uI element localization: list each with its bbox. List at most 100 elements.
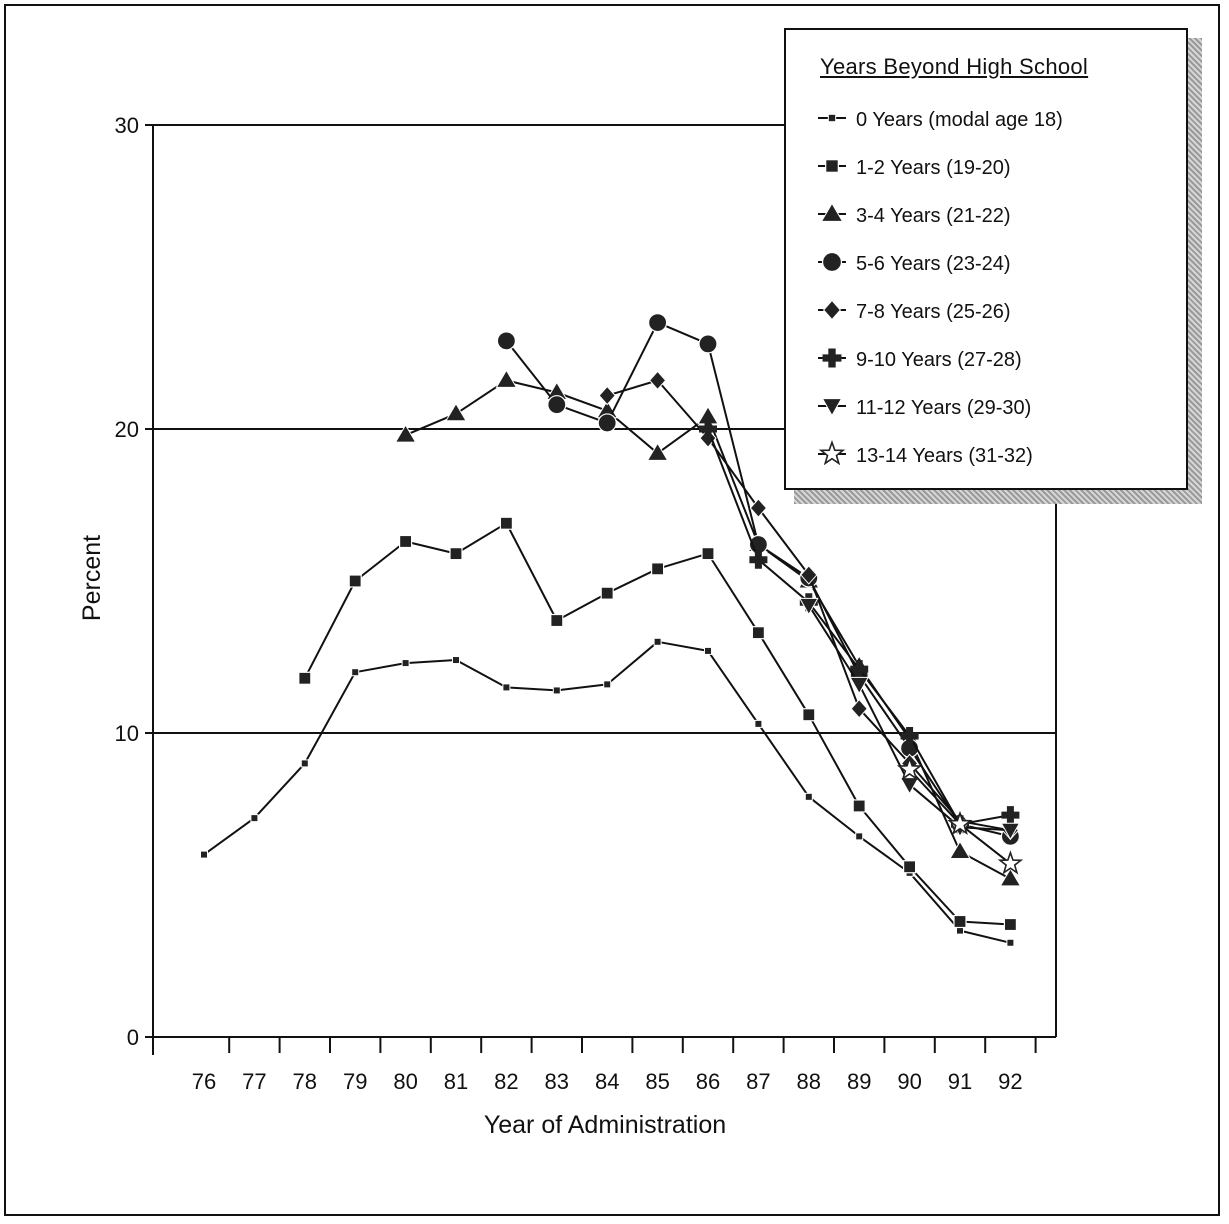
legend: Years Beyond High School 0 Years (modal … xyxy=(784,28,1188,490)
data-point xyxy=(956,926,964,935)
series-line xyxy=(807,604,1011,832)
data-point xyxy=(749,498,768,518)
x-tick-label: 79 xyxy=(343,1069,367,1094)
series-2 xyxy=(298,516,1018,932)
data-point xyxy=(896,756,923,781)
data-point xyxy=(704,646,712,655)
data-point xyxy=(597,413,617,433)
y-tick-label: 30 xyxy=(115,113,139,138)
legend-label: 7-8 Years (25-26) xyxy=(856,301,1011,323)
data-point xyxy=(250,814,259,823)
star-icon xyxy=(818,440,846,466)
data-point xyxy=(653,637,662,646)
data-point xyxy=(598,385,616,406)
data-point xyxy=(452,656,460,665)
data-point xyxy=(449,547,463,561)
data-point xyxy=(351,668,360,677)
data-point xyxy=(699,428,717,448)
legend-label: 13-14 Years (31-32) xyxy=(856,445,1033,467)
x-tick-label: 76 xyxy=(192,1069,216,1094)
data-point xyxy=(1006,938,1015,947)
y-tick-label: 20 xyxy=(115,417,139,442)
data-point xyxy=(550,613,564,628)
data-point xyxy=(698,334,718,354)
x-tick-label: 77 xyxy=(242,1069,266,1094)
x-tick-label: 88 xyxy=(797,1069,821,1094)
small-square-icon xyxy=(818,113,846,123)
data-point xyxy=(999,867,1022,887)
x-tick-label: 85 xyxy=(645,1069,669,1094)
data-point xyxy=(1001,806,1020,825)
square-icon xyxy=(818,159,846,173)
x-tick-label: 78 xyxy=(293,1069,317,1094)
x-tick-label: 86 xyxy=(696,1069,720,1094)
data-point xyxy=(947,810,973,836)
legend-label: 5-6 Years (23-24) xyxy=(856,253,1011,275)
data-point xyxy=(646,442,669,461)
legend-item: 13-14 Years (31-32) xyxy=(812,436,1182,476)
data-point xyxy=(802,708,816,722)
series-8 xyxy=(896,756,1024,875)
data-point xyxy=(749,550,768,569)
x-tick-label: 87 xyxy=(746,1069,770,1094)
data-point xyxy=(902,860,917,874)
legend-item: 1-2 Years (19-20) xyxy=(812,148,1182,188)
legend-label: 9-10 Years (27-28) xyxy=(856,349,1022,371)
y-axis-title: Percent xyxy=(78,535,106,621)
data-point xyxy=(754,719,763,728)
legend-item: 5-6 Years (23-24) xyxy=(812,244,1182,284)
data-point xyxy=(699,420,717,438)
data-point xyxy=(751,626,766,640)
data-point xyxy=(798,597,819,616)
legend-item: 0 Years (modal age 18) xyxy=(812,100,1182,140)
data-point xyxy=(502,683,511,692)
data-point xyxy=(997,850,1024,875)
x-tick-label: 82 xyxy=(494,1069,518,1094)
data-point xyxy=(401,659,410,668)
data-point xyxy=(600,586,614,600)
legend-title: Years Beyond High School xyxy=(820,54,1089,79)
data-point xyxy=(648,370,667,391)
x-tick-label: 91 xyxy=(948,1069,972,1094)
cross-icon xyxy=(818,348,846,368)
data-point xyxy=(547,395,567,415)
y-tick-label: 10 xyxy=(115,721,139,746)
data-point xyxy=(850,698,868,719)
data-point xyxy=(200,850,208,859)
triangle-icon xyxy=(818,202,846,222)
data-point xyxy=(394,424,417,443)
y-tick-label: 0 xyxy=(127,1025,139,1050)
data-point xyxy=(445,402,467,422)
legend-label: 3-4 Years (21-22) xyxy=(856,205,1011,227)
legend-item: 7-8 Years (25-26) xyxy=(812,292,1182,332)
data-point xyxy=(647,313,668,333)
legend-label: 1-2 Years (19-20) xyxy=(856,157,1011,179)
data-point xyxy=(852,799,866,813)
x-axis-title: Year of Administration xyxy=(484,1111,726,1139)
x-tick-label: 89 xyxy=(847,1069,871,1094)
x-tick-label: 81 xyxy=(444,1069,468,1094)
legend-item: 3-4 Years (21-22) xyxy=(812,196,1182,236)
chart-frame xyxy=(4,4,1220,1216)
x-tick-label: 84 xyxy=(595,1069,619,1094)
data-point xyxy=(800,565,818,585)
x-tick-label: 83 xyxy=(545,1069,569,1094)
data-point xyxy=(849,676,870,695)
data-point xyxy=(1000,822,1021,841)
data-point xyxy=(1003,917,1018,932)
x-tick-label: 92 xyxy=(998,1069,1022,1094)
diamond-icon xyxy=(818,299,846,321)
series-layer xyxy=(200,313,1024,947)
legend-label: 0 Years (modal age 18) xyxy=(856,109,1063,131)
circle-icon xyxy=(818,251,846,273)
series-7 xyxy=(798,597,1021,841)
data-point xyxy=(701,547,715,561)
x-tick-label: 90 xyxy=(897,1069,921,1094)
data-point xyxy=(552,686,561,695)
legend-item: 11-12 Years (29-30) xyxy=(812,388,1182,428)
data-point xyxy=(900,727,919,746)
axis-layer: 0 10 20 30 76 77 78 79 80 81 82 83 84 85 86 87 88 89 90 91 9… xyxy=(115,113,1056,1094)
legend-label: 11-12 Years (29-30) xyxy=(856,397,1032,419)
data-point xyxy=(496,331,516,351)
